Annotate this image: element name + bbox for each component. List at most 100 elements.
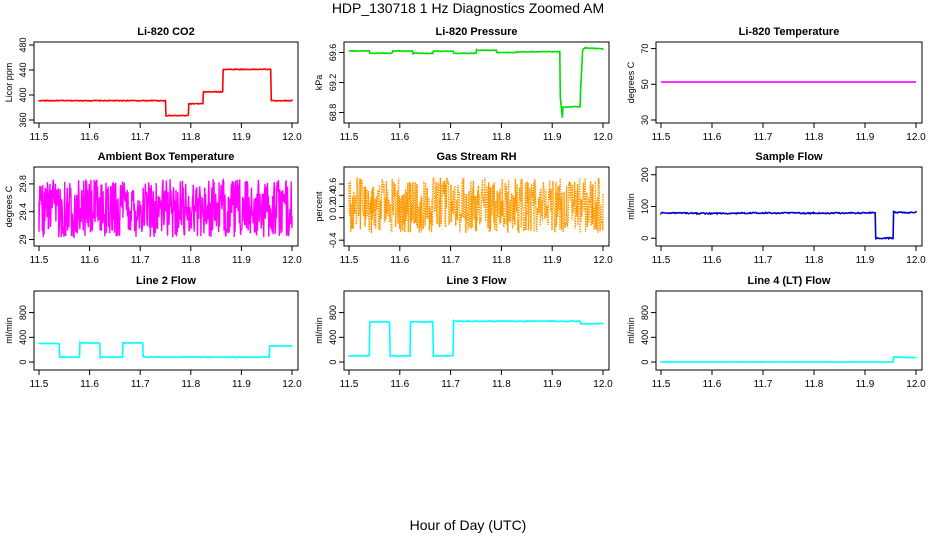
x-tick-label: 11.7 — [441, 379, 460, 390]
plot-frame — [33, 166, 299, 247]
y-axis-label: Licor ppm — [4, 63, 14, 103]
x-tick-label: 11.8 — [492, 379, 511, 390]
y-tick-label: 400 — [328, 330, 338, 345]
x-tick-label: 12.0 — [906, 379, 926, 390]
panel-2: Li-820 Pressure 11.5 11.6 11.7 11.8 11.9 12.0 6… — [314, 26, 613, 143]
x-tick-label: 11.9 — [543, 132, 562, 143]
x-tick-label: 11.6 — [80, 132, 99, 143]
x-tick-label: 11.9 — [543, 255, 562, 266]
x-tick-label: 11.9 — [232, 132, 251, 143]
x-tick-label: 11.5 — [652, 132, 671, 143]
y-tick-label: 200 — [640, 167, 650, 182]
y-axis-label: ml/min — [4, 317, 14, 344]
x-tick-label: 12.0 — [906, 132, 926, 143]
panel-5: Gas Stream RH 11.5 11.6 11.7 11.8 11.9 12.0 -0.… — [314, 151, 613, 266]
panel-title: Line 2 Flow — [136, 275, 196, 287]
y-tick-label: 29.8 — [18, 175, 28, 193]
panel-title: Li-820 Pressure — [436, 26, 518, 38]
x-tick-label: 11.5 — [652, 379, 671, 390]
x-tick-label: 11.8 — [492, 255, 511, 266]
x-tick-label: 12.0 — [282, 379, 302, 390]
y-tick-label: 0 — [640, 360, 650, 365]
panel-title: Gas Stream RH — [436, 151, 516, 163]
x-tick-label: 11.5 — [340, 255, 359, 266]
x-axis-label: Hour of Day (UTC) — [409, 517, 527, 533]
y-tick-label: 100 — [640, 199, 650, 214]
x-tick-label: 11.8 — [181, 255, 200, 266]
x-tick-label: 11.9 — [856, 255, 875, 266]
y-tick-label: 0.6 — [328, 178, 338, 191]
x-tick-label: 11.8 — [181, 379, 200, 390]
y-axis-label: ml/min — [314, 317, 324, 344]
x-tick-label: 11.8 — [492, 132, 511, 143]
series-line — [348, 318, 604, 358]
panel-7: Line 2 Flow 11.5 11.6 11.7 11.8 11.9 12.0 0 400 8… — [4, 275, 302, 390]
y-tick-label: 68.8 — [328, 104, 338, 122]
panel-title: Line 3 Flow — [447, 275, 507, 287]
y-tick-label: 800 — [18, 305, 28, 320]
panel-title: Li-820 Temperature — [739, 26, 840, 38]
y-tick-label: 30 — [640, 115, 650, 125]
series-line — [348, 176, 604, 234]
y-tick-label: -0.4 — [328, 232, 338, 248]
x-tick-label: 11.7 — [131, 255, 150, 266]
x-tick-label: 11.5 — [30, 132, 49, 143]
series-line — [348, 45, 604, 118]
series-line — [660, 356, 917, 364]
y-axis-label: degrees C — [4, 185, 14, 227]
x-tick-label: 11.7 — [754, 255, 773, 266]
x-tick-label: 11.6 — [80, 379, 99, 390]
y-tick-label: 69.6 — [328, 44, 338, 62]
x-tick-label: 11.7 — [131, 379, 150, 390]
x-tick-label: 12.0 — [282, 132, 302, 143]
x-tick-label: 12.0 — [593, 132, 613, 143]
y-tick-label: 360 — [18, 112, 28, 127]
y-tick-label: 800 — [328, 305, 338, 320]
x-tick-label: 11.8 — [181, 132, 200, 143]
panel-6: Sample Flow 11.5 11.6 11.7 11.8 11.9 12.0 0 100 2… — [626, 151, 926, 266]
figure-title: HDP_130718 1 Hz Diagnostics Zoomed AM — [331, 0, 605, 16]
y-tick-label: 400 — [18, 87, 28, 102]
plot-frame — [655, 166, 923, 247]
plot-frame — [655, 290, 923, 371]
y-axis-label: ml/min — [626, 317, 636, 344]
x-tick-label: 12.0 — [282, 255, 302, 266]
panel-4: Ambient Box Temperature 11.5 11.6 11.7 11.8 1… — [4, 151, 302, 266]
y-tick-label: 50 — [640, 79, 650, 89]
panel-title: Ambient Box Temperature — [98, 151, 235, 163]
panel-9: Line 4 (LT) Flow 11.5 11.6 11.7 11.8 11.9 12.0… — [626, 275, 926, 390]
y-tick-label: 480 — [18, 37, 28, 52]
x-tick-label: 11.7 — [754, 379, 773, 390]
x-tick-label: 11.9 — [232, 379, 251, 390]
plot-frame — [343, 290, 610, 371]
x-tick-label: 11.8 — [805, 255, 824, 266]
y-tick-label: 29 — [18, 235, 28, 245]
x-tick-label: 11.9 — [856, 132, 875, 143]
series-line — [660, 210, 917, 241]
panel-1: Li-820 CO2 11.5 11.6 11.7 11.8 11.9 12.0 360 400… — [4, 26, 302, 143]
y-axis-label: degrees C — [626, 61, 636, 103]
y-tick-label: 0 — [328, 215, 338, 220]
x-tick-label: 11.7 — [131, 132, 150, 143]
panel-title: Line 4 (LT) Flow — [748, 275, 831, 287]
panel-8: Line 3 Flow 11.5 11.6 11.7 11.8 11.9 12.0 0 400 8… — [314, 275, 613, 390]
x-tick-label: 11.5 — [30, 379, 49, 390]
series-line — [38, 177, 293, 239]
y-tick-label: 440 — [18, 62, 28, 77]
y-axis-label: kPa — [314, 75, 324, 91]
y-tick-label: 70 — [640, 44, 650, 54]
y-tick-label: 0.4 — [328, 189, 338, 202]
panel-title: Li-820 CO2 — [137, 26, 194, 38]
x-tick-label: 11.9 — [543, 379, 562, 390]
x-tick-label: 11.6 — [703, 255, 722, 266]
y-tick-label: 0 — [640, 236, 650, 241]
x-tick-label: 11.6 — [390, 132, 409, 143]
panel-title: Sample Flow — [755, 151, 823, 163]
x-tick-label: 11.9 — [856, 379, 875, 390]
y-tick-label: 29.4 — [18, 203, 28, 221]
y-tick-label: 69.2 — [328, 74, 338, 92]
x-tick-label: 11.7 — [754, 132, 773, 143]
y-tick-label: 400 — [640, 330, 650, 345]
x-tick-label: 11.5 — [340, 132, 359, 143]
y-tick-label: 0.2 — [328, 200, 338, 213]
